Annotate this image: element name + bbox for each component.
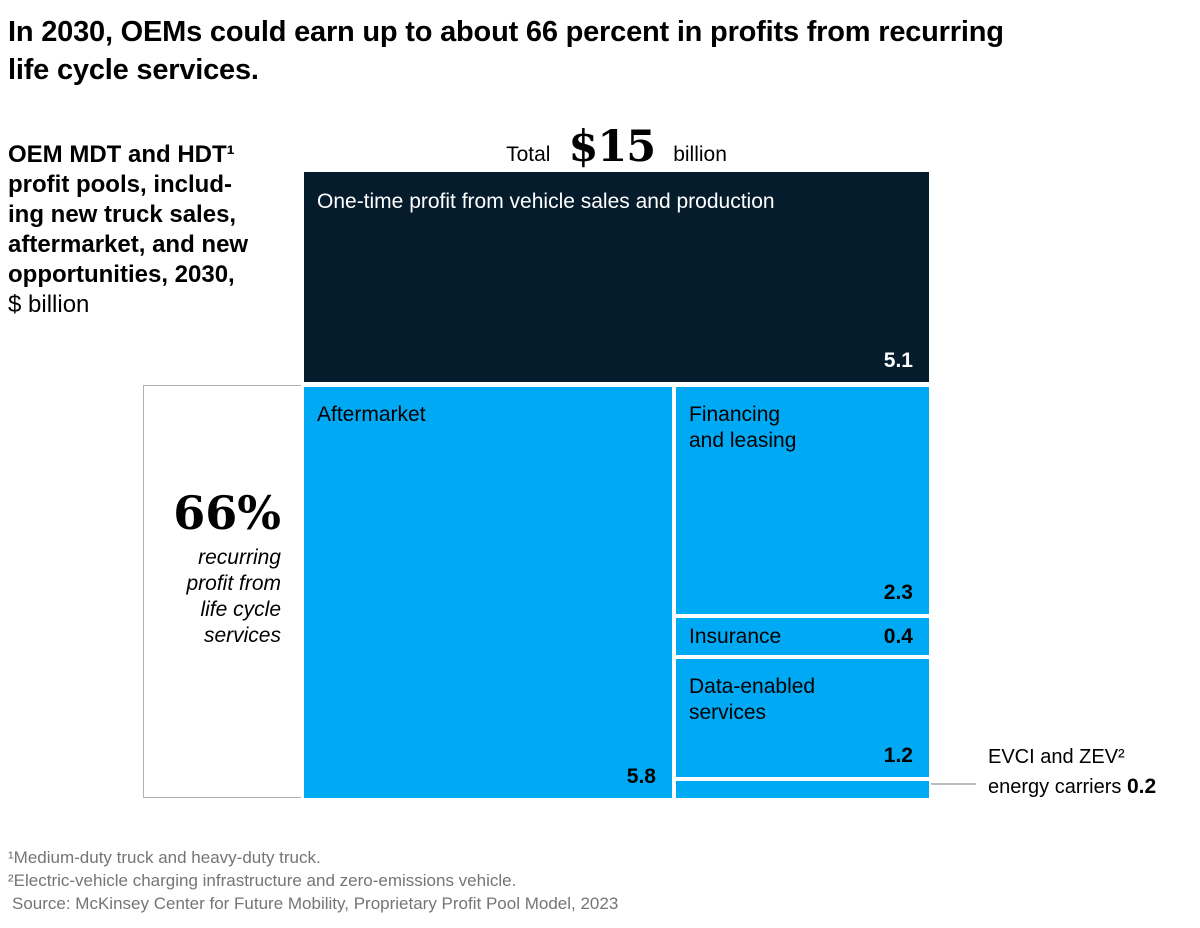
- page-title: In 2030, OEMs could earn up to about 66 …: [8, 16, 1004, 86]
- evci-callout-label: energy carriers: [988, 776, 1122, 798]
- source-line: Source: McKinsey Center for Future Mobil…: [12, 894, 619, 913]
- segment-label: Insurance: [689, 624, 782, 648]
- evci-callout-line1: EVCI and ZEV²: [988, 746, 1125, 768]
- evci-callout-value: 0.2: [1126, 775, 1157, 798]
- segment-aftermarket: Aftermarket 5.8: [304, 387, 672, 798]
- chart-descriptor-text: OEM MDT and HDT¹ profit pools, includ- i…: [8, 141, 249, 288]
- evci-callout: EVCI and ZEV² energy carriers 0.2: [988, 742, 1156, 802]
- segment-value: 0.4: [883, 624, 913, 648]
- footnote-2: ²Electric-vehicle charging infrastructur…: [8, 871, 517, 890]
- segment-data-enabled-services: Data-enabled services 1.2: [676, 659, 929, 777]
- total-suffix-label: billion: [673, 143, 727, 166]
- recurring-caption: recurring profit from life cycle service…: [186, 546, 281, 647]
- segment-evci-zev-strip: [676, 781, 929, 798]
- recurring-profit-bracket: 66% recurring profit from life cycle ser…: [143, 385, 301, 798]
- footnote-1: ¹Medium-duty truck and heavy-duty truck.: [8, 848, 321, 867]
- evci-callout-line2: energy carriers 0.2: [988, 772, 1156, 802]
- total-prefix-label: Total: [506, 143, 551, 166]
- segment-one-time-profit: One-time profit from vehicle sales and p…: [304, 172, 929, 382]
- footnotes: ¹Medium-duty truck and heavy-duty truck.…: [8, 846, 618, 915]
- segment-label: Financing and leasing: [689, 403, 797, 452]
- treemap-chart: One-time profit from vehicle sales and p…: [304, 172, 929, 798]
- segment-value: 1.2: [883, 744, 913, 767]
- segment-label: One-time profit from vehicle sales and p…: [317, 190, 775, 213]
- segment-value: 5.8: [626, 765, 656, 788]
- segment-label: Data-enabled services: [689, 675, 816, 724]
- chart-unit-label: $ billion: [8, 291, 90, 318]
- callout-connector-line: [931, 783, 976, 785]
- recurring-percent: 66%: [173, 486, 281, 540]
- chart-descriptor: OEM MDT and HDT¹ profit pools, includ- i…: [8, 140, 300, 320]
- segment-value: 2.3: [883, 581, 913, 604]
- total-value: $15: [568, 122, 656, 172]
- recurring-profit-annotation: 66% recurring profit from life cycle ser…: [173, 490, 281, 649]
- total-header: Total $15 billion: [304, 126, 929, 169]
- segment-insurance: Insurance 0.4: [676, 618, 929, 655]
- segment-label: Aftermarket: [317, 403, 426, 426]
- segment-financing-leasing: Financing and leasing 2.3: [676, 387, 929, 614]
- segment-value: 5.1: [883, 349, 913, 372]
